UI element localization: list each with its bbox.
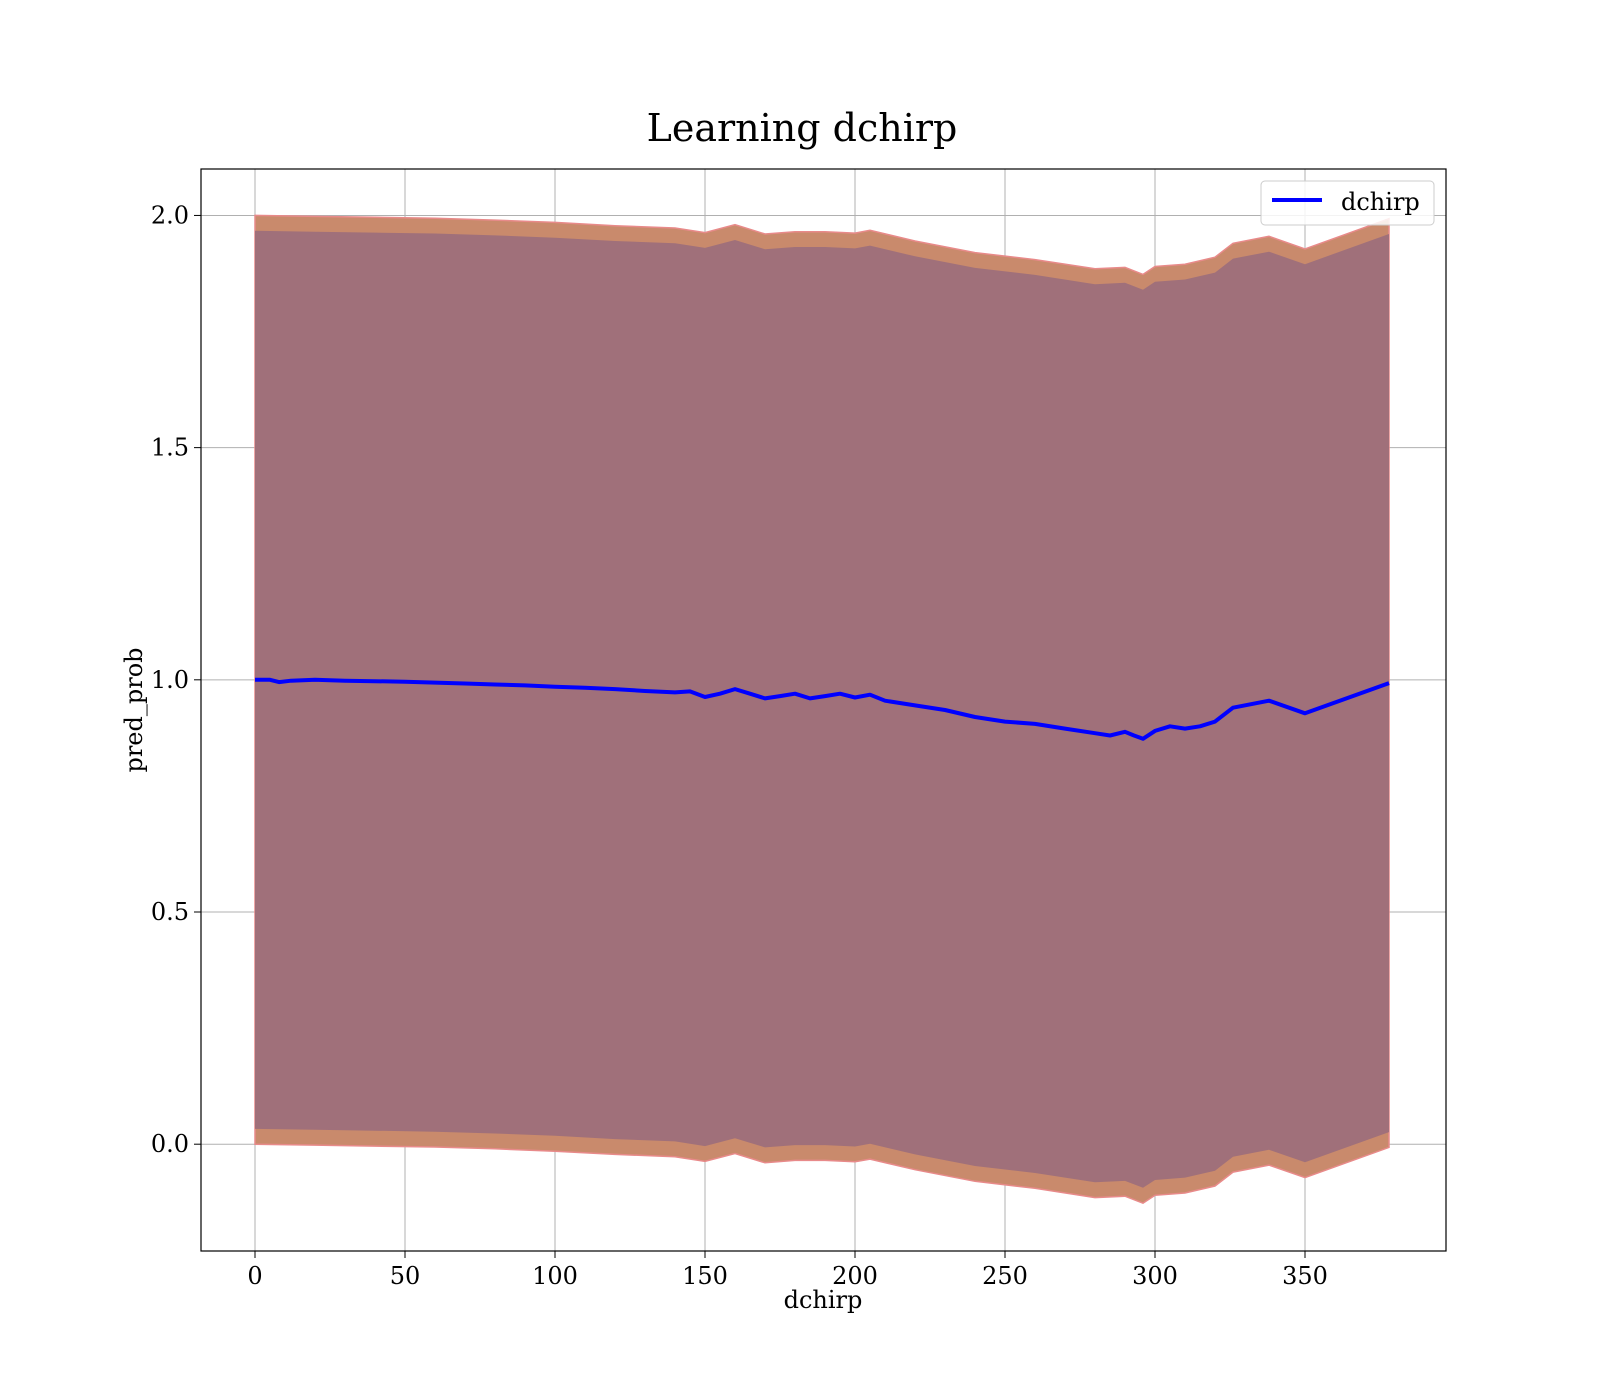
- y-tick-label: 0.5: [151, 898, 189, 926]
- x-tick-label: 150: [682, 1262, 728, 1290]
- x-axis-label: dchirp: [784, 1286, 863, 1314]
- x-tick-label: 200: [832, 1262, 878, 1290]
- confidence-bands: [254, 214, 1390, 1205]
- y-tick-label: 1.5: [151, 434, 189, 462]
- x-tick-label: 0: [247, 1262, 262, 1290]
- x-tick-label: 50: [390, 1262, 421, 1290]
- inner-band: [255, 230, 1389, 1188]
- y-axis-label: pred_prob: [120, 647, 148, 772]
- legend-box: [1260, 180, 1435, 226]
- x-tick-label: 100: [532, 1262, 578, 1290]
- x-tick-label: 300: [1132, 1262, 1178, 1290]
- legend: dchirp: [1260, 180, 1435, 226]
- series-line: [255, 677, 1390, 741]
- chart-title: Learning dchirp: [647, 106, 958, 150]
- x-tick-label: 350: [1282, 1262, 1328, 1290]
- x-tick-label: 250: [982, 1262, 1028, 1290]
- series-lines: [255, 677, 1390, 741]
- y-tick-label: 2.0: [151, 201, 189, 229]
- x-axis: 0 50 100 150 200 250 300 350: [247, 1251, 1328, 1290]
- y-tick-label: 1.0: [151, 666, 189, 694]
- plot-frame: [200, 168, 1447, 1252]
- y-axis: 0.0 0.5 1.0 1.5 2.0: [151, 201, 201, 1158]
- legend-label: dchirp: [1341, 188, 1420, 216]
- y-tick-label: 0.0: [151, 1130, 189, 1158]
